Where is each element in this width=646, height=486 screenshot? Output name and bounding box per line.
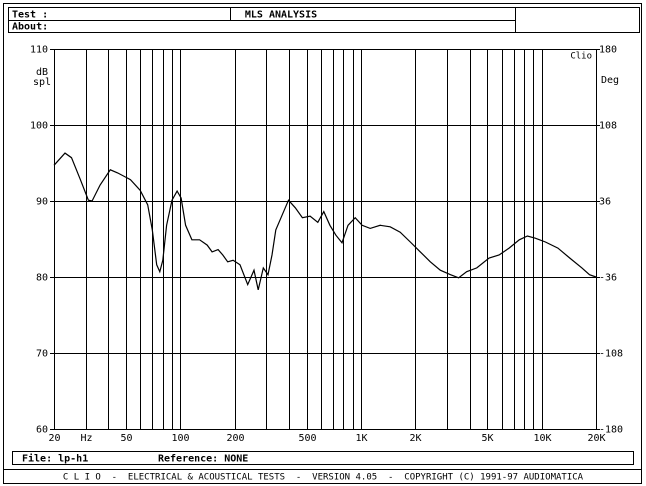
file-box xyxy=(12,451,634,465)
x-tick-label: 20K xyxy=(587,433,605,444)
y-tick-label: 90 xyxy=(36,197,48,208)
test-label: Test : xyxy=(12,10,48,21)
y2-tick-label: -108 xyxy=(599,349,623,360)
x-tick-label: 20 xyxy=(48,433,60,444)
x-tick-label: 100 xyxy=(171,433,189,444)
x-tick-label: 10K xyxy=(533,433,551,444)
y2-tick-label: -36 xyxy=(599,273,617,284)
outer-frame xyxy=(3,3,642,484)
y-tick-label: 60 xyxy=(36,425,48,436)
plot: 60 70 80 90 100 110 -180 -108 -36 36 108 180 20 Hz 50 1… xyxy=(30,45,623,445)
y-tick-label: 100 xyxy=(30,121,48,132)
brand: Clio xyxy=(570,52,592,62)
x-tick-label: 1K xyxy=(355,433,367,444)
y-axis-label: dB xyxy=(36,67,48,78)
y-axis-label: spl xyxy=(33,77,51,88)
y-tick-label: 80 xyxy=(36,273,48,284)
x-tick-label: 50 xyxy=(120,433,132,444)
y-tick-label: 110 xyxy=(30,45,48,56)
y2-tick-label: 180 xyxy=(599,45,617,56)
plot-frame xyxy=(54,49,597,430)
x-tick-label: Hz xyxy=(80,433,92,444)
file-name: File: lp-h1 xyxy=(22,453,88,465)
about-label: About: xyxy=(12,22,48,33)
x-tick-label: 5K xyxy=(481,433,493,444)
x-tick-label: 200 xyxy=(226,433,244,444)
x-tick-label: 2K xyxy=(409,433,421,444)
y2-tick-label: 108 xyxy=(599,121,617,132)
status-bar: C L I O - ELECTRICAL & ACOUSTICAL TESTS … xyxy=(63,473,584,483)
x-tick-label: 500 xyxy=(298,433,316,444)
y2-tick-label: 36 xyxy=(599,197,611,208)
y2-axis-label: Deg xyxy=(601,75,619,86)
y-tick-label: 70 xyxy=(36,349,48,360)
analysis-title: MLS ANALYSIS xyxy=(245,10,317,21)
response-curve xyxy=(53,152,597,291)
reference: Reference: NONE xyxy=(158,454,248,465)
y2-tick-label: -180 xyxy=(599,425,623,436)
